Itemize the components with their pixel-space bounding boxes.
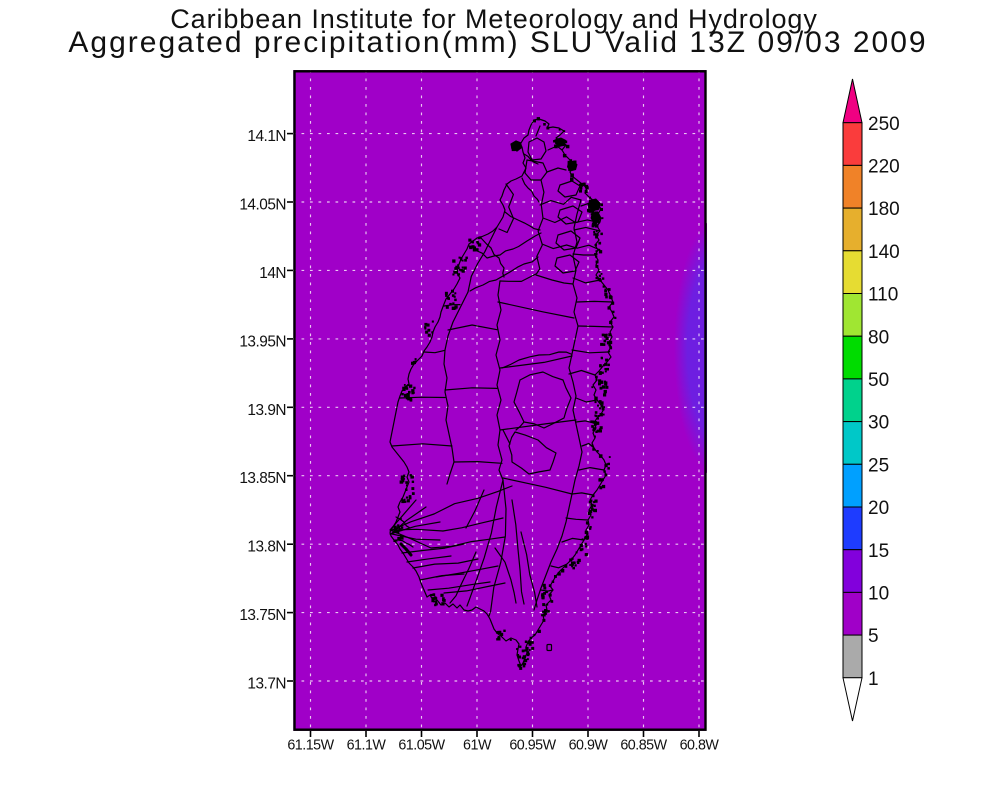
svg-text:61W: 61W (463, 738, 492, 754)
svg-text:110: 110 (868, 285, 898, 306)
svg-text:13.85N: 13.85N (239, 470, 286, 487)
svg-text:14N: 14N (259, 265, 286, 282)
svg-text:50: 50 (868, 370, 889, 391)
svg-text:14.1N: 14.1N (247, 128, 286, 145)
svg-text:20: 20 (868, 498, 889, 519)
svg-text:13.95N: 13.95N (239, 333, 286, 350)
svg-text:61.1W: 61.1W (347, 738, 387, 754)
svg-text:61.15W: 61.15W (287, 738, 334, 754)
svg-text:1: 1 (868, 669, 879, 690)
svg-text:220: 220 (868, 156, 900, 177)
svg-text:30: 30 (868, 413, 889, 434)
svg-text:180: 180 (868, 199, 900, 220)
svg-text:13.8N: 13.8N (247, 539, 286, 556)
svg-text:140: 140 (868, 242, 900, 263)
svg-text:250: 250 (868, 114, 900, 135)
svg-text:25: 25 (868, 455, 889, 476)
svg-text:5: 5 (868, 626, 879, 647)
svg-text:13.75N: 13.75N (239, 607, 286, 624)
svg-text:13.7N: 13.7N (247, 676, 286, 693)
svg-text:80: 80 (868, 327, 889, 348)
svg-text:15: 15 (868, 541, 889, 562)
svg-text:60.8W: 60.8W (680, 738, 720, 754)
svg-text:60.85W: 60.85W (620, 738, 667, 754)
svg-text:60.9W: 60.9W (569, 738, 609, 754)
svg-text:60.95W: 60.95W (509, 738, 556, 754)
svg-text:13.9N: 13.9N (247, 402, 286, 419)
svg-text:14.05N: 14.05N (239, 197, 286, 214)
svg-text:61.05W: 61.05W (398, 738, 445, 754)
svg-text:10: 10 (868, 583, 889, 604)
